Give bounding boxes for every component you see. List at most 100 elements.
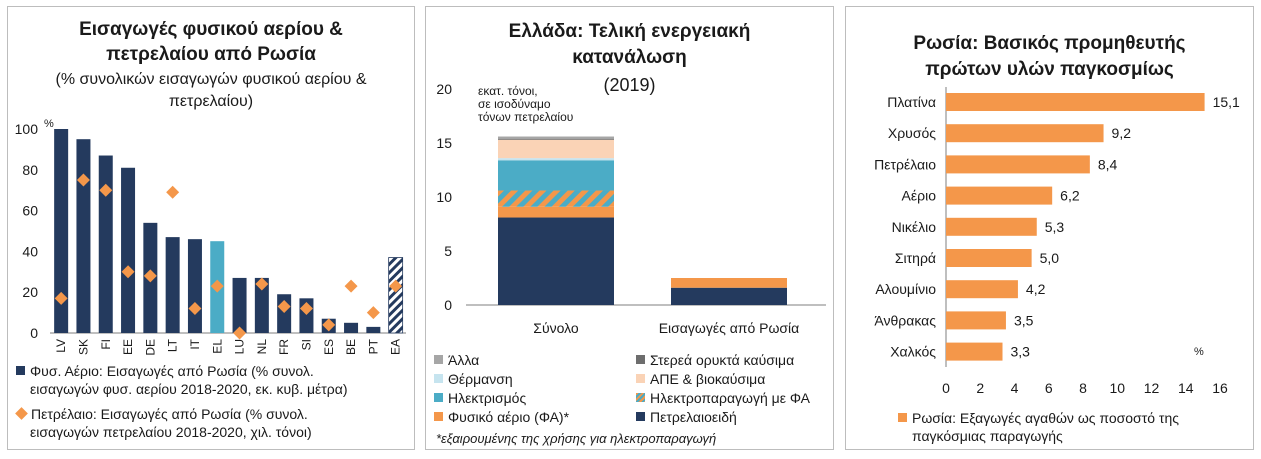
chart1-oil-marker xyxy=(389,279,403,293)
chart2-legend-swatch xyxy=(636,355,645,364)
chart2-ytick-label: 5 xyxy=(444,243,452,259)
chart2-legend-swatch xyxy=(434,393,443,402)
chart1-bar xyxy=(366,326,381,333)
chart2-title-line2: κατανάλωση xyxy=(572,47,687,68)
chart3-value-label: 5,0 xyxy=(1040,250,1060,266)
chart2-bar-segment xyxy=(498,139,614,159)
chart1-oil-marker xyxy=(121,265,135,279)
chart1-oil-marker xyxy=(322,318,336,332)
chart3-xtick-label: 6 xyxy=(1045,380,1053,396)
chart1-oil-marker xyxy=(233,326,247,340)
chart1-bar xyxy=(232,277,247,333)
chart3-bar xyxy=(946,124,1104,143)
chart3-bar xyxy=(946,93,1205,111)
chart1-xtick-label: FI xyxy=(99,339,113,350)
chart2-footnote: *εξαιρουμένης της χρήσης για ηλεκτροπαρα… xyxy=(436,431,717,446)
chart1-bar xyxy=(344,322,359,333)
chart1-oil-marker xyxy=(344,279,358,293)
chart1-xtick-label: EE xyxy=(121,339,135,355)
chart1-title-line2: πετρελαίου από Ρωσία xyxy=(106,44,316,65)
chart2-legend-swatch xyxy=(434,374,443,383)
chart2-legend-item: Φυσικό αέριο (ΦΑ)* xyxy=(434,408,569,426)
chart1-ytick-label: 100 xyxy=(15,121,39,137)
chart3-xtick-label: 14 xyxy=(1178,380,1194,396)
chart3-xtick-label: 16 xyxy=(1212,380,1228,396)
chart1-xtick-label: NL xyxy=(255,339,269,355)
chart1-xtick-label: LU xyxy=(233,339,247,354)
chart1-oil-marker xyxy=(210,279,224,293)
chart2-bar-segment xyxy=(498,190,614,207)
chart2-title-line3: (2019) xyxy=(603,75,656,95)
chart3-category-label: Πετρέλαιο xyxy=(874,156,936,172)
chart1-oil-marker xyxy=(76,173,90,187)
chart3-category-label: Χαλκός xyxy=(890,344,936,360)
legend-oil-line2: εισαγωγών πετρελαίου 2018-2020, χιλ. τόν… xyxy=(30,424,312,440)
chart2-legend-label: Ηλεκτροπαραγωγή με ΦΑ xyxy=(650,390,810,406)
chart2-legend-swatch xyxy=(434,412,443,421)
chart2-unit-line1: εκατ. τόνοι, xyxy=(478,84,538,98)
chart2-bar-segment xyxy=(498,136,614,139)
chart3-bar xyxy=(946,311,1006,330)
chart1-ytick-label: 20 xyxy=(22,284,38,300)
chart3-value-label: 9,2 xyxy=(1112,125,1132,141)
chart3-title-line1: Ρωσία: Βασικός προμηθευτής xyxy=(913,33,1186,54)
chart2-ytick-label: 20 xyxy=(436,81,452,97)
chart1-ytick-label: 80 xyxy=(22,162,38,178)
chart2-legend-label: Ηλεκτρισμός xyxy=(448,390,527,406)
chart1-ytick-label: 60 xyxy=(22,203,38,219)
chart3-category-label: Σιτηρά xyxy=(895,250,936,266)
chart1-subtitle-line1: (% συνολικών εισαγωγών φυσικού αερίου & xyxy=(55,71,367,88)
chart1-oil-marker xyxy=(188,302,202,316)
chart-panel-russia-commodities: Ρωσία: Βασικός προμηθευτής πρώτων υλών π… xyxy=(845,6,1254,450)
chart2-bar-segment xyxy=(671,278,787,288)
chart2-bar-segment xyxy=(498,217,614,305)
chart3-xtick-label: 8 xyxy=(1079,380,1087,396)
chart1-bar xyxy=(98,155,113,333)
chart3-category-label: Πλατίνα xyxy=(887,94,936,110)
chart2-xtick-label: Σύνολο xyxy=(533,320,579,336)
legend-swatch-gas xyxy=(16,366,25,375)
chart1-bar xyxy=(165,237,180,333)
chart1-unit-label: % xyxy=(44,118,54,130)
chart3-bar xyxy=(946,342,1003,361)
legend-gas-line1: Φυσ. Αέριο: Εισαγωγές από Ρωσία (% συνολ… xyxy=(30,363,314,379)
chart3-legend-line1: Ρωσία: Εξαγωγές αγαθών ως ποσοστό της xyxy=(912,410,1179,426)
legend-swatch-russia xyxy=(898,413,907,422)
chart1-ytick-label: 0 xyxy=(30,325,38,341)
chart2-legend-swatch xyxy=(636,412,645,421)
chart2-ytick-label: 10 xyxy=(436,189,452,205)
chart3-xtick-label: 10 xyxy=(1109,380,1125,396)
chart3-value-label: 3,3 xyxy=(1011,344,1031,360)
chart1-bar xyxy=(254,277,269,333)
chart1-xtick-label: BE xyxy=(344,339,358,355)
chart3-category-label: Αλουμίνιο xyxy=(875,281,936,297)
chart3-value-label: 6,2 xyxy=(1060,188,1080,204)
chart2-legend-swatch xyxy=(636,374,645,383)
legend-diamond-oil xyxy=(15,407,28,420)
chart3-category-label: Νικέλιο xyxy=(892,219,937,235)
chart2-title-line1: Ελλάδα: Τελική ενεργειακή xyxy=(508,21,751,42)
chart2-legend-label: ΑΠΕ & βιοκαύσιμα xyxy=(650,371,766,387)
chart3-xtick-label: 2 xyxy=(976,380,984,396)
chart1-ytick-label: 40 xyxy=(22,243,38,259)
chart3-bar xyxy=(946,217,1037,236)
chart1-subtitle-line2: πετρελαίου) xyxy=(168,93,254,110)
chart-panel-russia-imports: Εισαγωγές φυσικού αερίου & πετρελαίου απ… xyxy=(7,6,415,450)
chart3-category-label: Χρυσός xyxy=(888,125,936,141)
chart1-xtick-label: EA xyxy=(389,339,403,355)
chart3-unit-label: % xyxy=(1194,346,1204,358)
chart2-legend-swatch xyxy=(434,355,443,364)
legend-oil-line1: Πετρέλαιο: Εισαγωγές από Ρωσία (% συνολ. xyxy=(31,406,308,422)
chart3-category-label: Άνθρακας xyxy=(874,312,936,328)
chart1-oil-marker xyxy=(99,183,113,197)
chart2-unit-line2: σε ισοδύναμο xyxy=(478,97,551,111)
chart3-value-label: 5,3 xyxy=(1045,219,1065,235)
chart1-oil-marker xyxy=(299,302,313,316)
chart2-bar-segment xyxy=(498,158,614,161)
chart1-legend-gas: Φυσ. Αέριο: Εισαγωγές από Ρωσία (% συνολ… xyxy=(16,362,348,398)
chart2-legend-label: Πετρελαιοειδή xyxy=(650,409,737,425)
chart3-bar xyxy=(946,249,1032,267)
chart2-xtick-label: Εισαγωγές από Ρωσία xyxy=(659,320,800,336)
chart1-oil-marker xyxy=(277,299,291,313)
